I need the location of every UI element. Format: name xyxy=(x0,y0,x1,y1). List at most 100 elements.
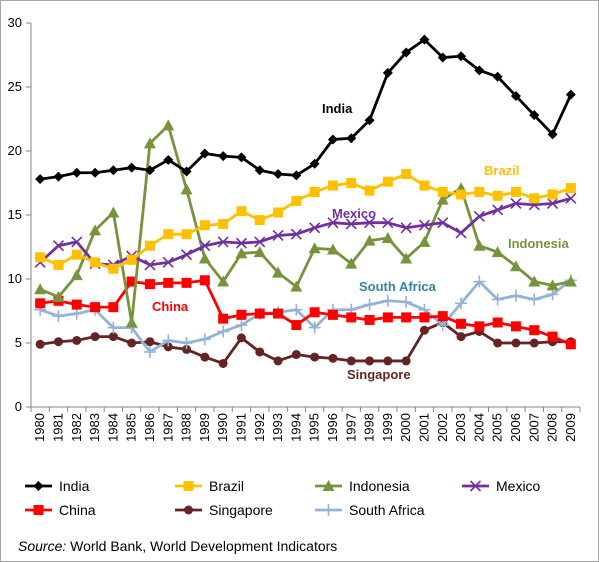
data-point-indonesia xyxy=(381,232,394,244)
data-point-brazil xyxy=(273,207,284,218)
marker-stroke xyxy=(235,237,248,249)
data-point-india xyxy=(71,167,82,178)
data-point-brazil xyxy=(437,186,448,197)
data-point-indonesia xyxy=(509,260,522,272)
data-point-mexico xyxy=(400,222,412,234)
y-tick-label: 25 xyxy=(8,79,22,94)
data-point-singapore xyxy=(108,332,118,342)
x-tick-label: 2003 xyxy=(453,413,468,442)
legend-label: China xyxy=(59,502,96,518)
annotation-south-africa: South Africa xyxy=(359,279,437,294)
data-point-mexico xyxy=(546,197,559,210)
data-point-china xyxy=(492,317,503,328)
data-point-china xyxy=(529,325,540,336)
data-point-indonesia xyxy=(272,266,285,278)
data-point-china xyxy=(547,331,558,342)
data-point-south-africa xyxy=(381,294,394,307)
data-point-brazil xyxy=(181,229,192,240)
legend-item-brazil: Brazil xyxy=(175,478,244,494)
data-point-mexico xyxy=(510,197,522,210)
data-point-singapore xyxy=(273,356,283,366)
data-point-china xyxy=(437,311,448,322)
x-tick-label: 1993 xyxy=(270,413,285,442)
legend-label: Brazil xyxy=(209,478,244,494)
data-point-india xyxy=(35,174,46,185)
data-point-china xyxy=(236,309,247,320)
data-point-india xyxy=(291,170,302,181)
data-point-mexico xyxy=(345,218,357,230)
data-point-indonesia xyxy=(564,275,577,287)
data-point-indonesia xyxy=(162,119,175,131)
data-point-mexico xyxy=(492,204,504,216)
data-point-mexico xyxy=(382,217,394,229)
legend-marker xyxy=(469,480,482,492)
data-point-china xyxy=(327,309,338,320)
marker-stroke xyxy=(217,236,229,248)
data-point-brazil xyxy=(35,252,46,263)
y-tick-label: 15 xyxy=(8,207,22,222)
marker-stroke xyxy=(162,256,174,268)
data-point-indonesia xyxy=(546,279,559,291)
legend-marker xyxy=(184,505,193,515)
data-point-indonesia xyxy=(436,193,449,205)
data-point-china xyxy=(364,314,375,325)
marker-stroke xyxy=(144,259,156,271)
series-brazil xyxy=(35,169,576,274)
marker-stroke xyxy=(455,227,467,239)
data-point-brazil xyxy=(71,249,82,260)
data-point-mexico xyxy=(144,259,156,271)
data-point-brazil xyxy=(144,240,155,251)
data-point-singapore xyxy=(346,356,356,366)
data-point-indonesia xyxy=(345,257,358,269)
data-point-indonesia xyxy=(198,252,211,264)
series-mexico xyxy=(34,192,577,271)
data-point-mexico xyxy=(254,236,266,248)
data-point-india xyxy=(346,133,357,144)
data-point-india xyxy=(199,148,210,159)
data-point-china xyxy=(181,277,192,288)
data-point-china xyxy=(35,298,46,309)
x-tick-label: 2005 xyxy=(490,413,505,442)
data-point-brazil xyxy=(53,259,64,270)
data-point-brazil xyxy=(529,193,540,204)
data-point-mexico xyxy=(71,236,83,248)
data-point-china xyxy=(346,312,357,323)
marker-stroke xyxy=(327,217,339,229)
marker-stroke xyxy=(52,240,65,252)
data-point-mexico xyxy=(455,227,467,239)
x-tick-label: 2002 xyxy=(435,413,450,442)
x-tick-label: 2000 xyxy=(398,413,413,442)
data-point-singapore xyxy=(365,356,375,366)
marker-stroke xyxy=(180,249,193,261)
marker-stroke xyxy=(272,229,284,242)
x-tick-label: 1998 xyxy=(362,413,377,442)
data-point-singapore xyxy=(163,342,173,352)
series-line-china xyxy=(39,278,572,346)
series-line-south-africa xyxy=(39,279,572,354)
data-point-india xyxy=(382,67,393,78)
series-china xyxy=(35,275,576,350)
data-point-indonesia xyxy=(473,239,486,251)
x-tick-label: 1990 xyxy=(215,413,230,442)
marker-stroke xyxy=(71,236,83,248)
legend-label: India xyxy=(59,478,90,494)
marker-stroke xyxy=(363,217,376,229)
data-point-indonesia xyxy=(253,246,266,258)
data-point-south-africa xyxy=(162,334,175,347)
marker-stroke xyxy=(199,240,211,252)
marker-stroke xyxy=(492,204,504,216)
data-point-china xyxy=(510,321,521,332)
marker-stroke xyxy=(382,217,394,229)
x-tick-label: 1994 xyxy=(288,413,303,442)
data-point-singapore xyxy=(35,339,45,349)
x-tick-label: 1981 xyxy=(50,413,65,442)
data-point-brazil xyxy=(419,180,430,191)
x-tick-label: 1985 xyxy=(124,413,139,442)
data-point-china xyxy=(163,277,174,288)
data-point-india xyxy=(419,34,430,45)
data-point-mexico xyxy=(327,217,339,229)
data-point-singapore xyxy=(401,356,411,366)
source-label: Source: xyxy=(18,538,67,554)
x-tick-label: 1980 xyxy=(32,413,47,442)
data-point-singapore xyxy=(72,335,82,345)
